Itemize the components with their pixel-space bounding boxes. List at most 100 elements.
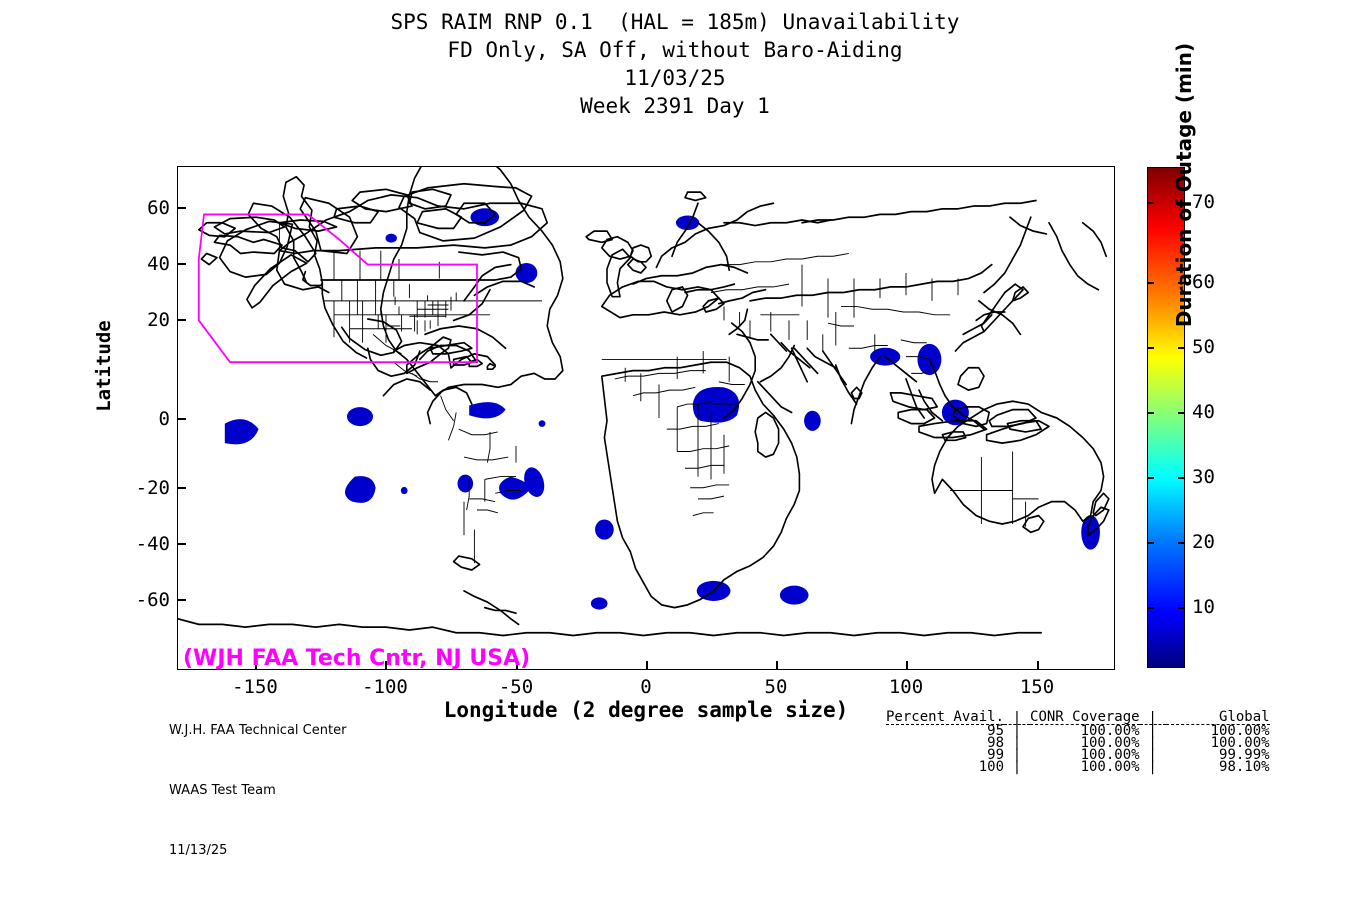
coverage-polygon: [197, 213, 478, 364]
outage-blob: [224, 419, 259, 445]
stats-row: 95 | 100.00% | 100.00%: [886, 723, 1270, 739]
outage-blob: [941, 399, 969, 426]
x-tick-label: -150: [232, 676, 278, 698]
stats-row: 99 | 100.00% | 99.99%: [886, 747, 1270, 763]
stats-cell-conr: 100.00%: [1080, 759, 1140, 775]
outage-blob: [595, 519, 614, 540]
x-tick-label: 150: [1019, 676, 1055, 698]
stats-cell-percent: 99: [987, 747, 1005, 763]
stats-col-separator: |: [1148, 735, 1157, 751]
stats-cell-percent: 98: [987, 735, 1005, 751]
colorbar-tick-label: 40: [1192, 401, 1215, 423]
y-tick-mark: [177, 418, 186, 420]
title-line-4: Week 2391 Day 1: [580, 94, 770, 118]
outage-blob: [347, 407, 373, 427]
credit-block: W.J.H. FAA Technical Center WAAS Test Te…: [169, 681, 346, 901]
y-axis-label: Latitude: [93, 320, 115, 412]
colorbar-title: Duration of Outage (min): [1172, 42, 1196, 328]
outage-blob: [804, 410, 821, 431]
stats-header-global: Global: [1165, 710, 1270, 725]
stats-row: 98 | 100.00% | 100.00%: [886, 735, 1270, 751]
outage-blob: [538, 420, 546, 427]
x-tick-label: 50: [764, 676, 788, 698]
x-tick-mark: [385, 661, 387, 670]
title-line-3: 11/03/25: [624, 66, 726, 90]
coastline-layer: [178, 167, 1110, 637]
stats-col-separator: |: [1012, 735, 1022, 751]
stats-cell-global: 100.00%: [1210, 735, 1270, 751]
y-tick-mark: [177, 263, 186, 265]
outage-blob: [457, 474, 474, 493]
x-tick-label: 0: [640, 676, 652, 698]
outage-blob: [590, 597, 608, 610]
colorbar-tick-mark: [1147, 202, 1154, 204]
political-borders-layer: [278, 224, 1039, 564]
colorbar-tick-mark: [1147, 477, 1154, 479]
colorbar-tick-mark: [1147, 542, 1154, 544]
colorbar-tick-mark: [1178, 607, 1185, 609]
outage-blob: [515, 262, 538, 284]
colorbar-tick-mark: [1178, 282, 1185, 284]
stats-header-conr: CONR Coverage: [1030, 709, 1140, 725]
colorbar-tick-mark: [1147, 412, 1154, 414]
x-tick-mark: [1037, 661, 1039, 670]
conus-coverage-polygon-layer: [197, 213, 478, 364]
stats-cell-percent: 100: [978, 759, 1005, 775]
outage-blob: [524, 467, 545, 497]
world-map-plot-area: [177, 166, 1115, 670]
stats-cell-global: 100.00%: [1210, 723, 1270, 739]
y-tick-mark: [177, 543, 186, 545]
colorbar-tick-mark: [1147, 347, 1154, 349]
credit-line-1: W.J.H. FAA Technical Center: [169, 723, 347, 738]
world-map-svg: [178, 167, 1110, 637]
credit-line-2: WAAS Test Team: [169, 783, 276, 798]
colorbar-tick-mark: [1178, 477, 1185, 479]
colorbar-tick-label: 60: [1192, 271, 1215, 293]
stats-row: 100 | 100.00% | 98.10%: [886, 759, 1270, 775]
y-tick-label: 40: [147, 253, 170, 275]
credit-line-3: 11/13/25: [169, 843, 228, 858]
y-tick-mark: [177, 207, 186, 209]
colorbar-tick-label: 70: [1192, 191, 1215, 213]
colorbar-tick-mark: [1147, 607, 1154, 609]
stats-header-percent: Percent Avail.: [886, 709, 1005, 725]
y-tick-label: -60: [135, 589, 170, 611]
colorbar-tick-label: 20: [1192, 531, 1215, 553]
stats-cell-global: 98.10%: [1219, 759, 1270, 775]
colorbar-tick-mark: [1178, 412, 1185, 414]
outage-blob: [675, 215, 700, 231]
colorbar-tick-mark: [1147, 282, 1154, 284]
x-tick-mark: [255, 661, 257, 670]
x-tick-mark: [516, 661, 518, 670]
x-axis-label: Longitude (2 degree sample size): [443, 698, 849, 722]
x-tick-mark: [646, 661, 648, 670]
y-tick-label: 20: [147, 309, 170, 331]
stats-col-separator: |: [1004, 711, 1031, 725]
y-tick-mark: [177, 487, 186, 489]
colorbar-tick-label: 50: [1192, 336, 1215, 358]
raim-unavailability-plot: SPS RAIM RNP 0.1 (HAL = 185m) Unavailabi…: [0, 8, 1350, 858]
title-line-1: SPS RAIM RNP 0.1 (HAL = 185m) Unavailabi…: [390, 10, 960, 34]
stats-header-row: Percent Avail. | CONR Coverage | Global: [886, 709, 1270, 725]
outage-blob: [469, 402, 506, 419]
x-tick-label: 100: [888, 676, 924, 698]
stats-cell-conr: 100.00%: [1080, 747, 1140, 763]
stats-col-separator: |: [1012, 759, 1022, 775]
colorbar-tick-mark: [1178, 347, 1185, 349]
y-tick-label: 60: [147, 197, 170, 219]
x-tick-mark: [776, 661, 778, 670]
stats-col-separator: |: [1148, 723, 1157, 739]
colorbar-tick-mark: [1178, 202, 1185, 204]
stats-cell-conr: 100.00%: [1080, 735, 1140, 751]
colorbar-tick-label: 10: [1192, 596, 1215, 618]
stats-col-separator: |: [1012, 723, 1022, 739]
x-tick-label: -100: [362, 676, 408, 698]
y-tick-mark: [177, 599, 186, 601]
outage-blob: [345, 476, 376, 503]
colorbar-tick-mark: [1178, 542, 1185, 544]
stats-col-separator: |: [1148, 747, 1157, 763]
stats-cell-global: 99.99%: [1219, 747, 1270, 763]
y-tick-label: 0: [158, 408, 170, 430]
stats-cell-percent: 95: [987, 723, 1005, 739]
plot-title: SPS RAIM RNP 0.1 (HAL = 185m) Unavailabi…: [0, 8, 1350, 120]
